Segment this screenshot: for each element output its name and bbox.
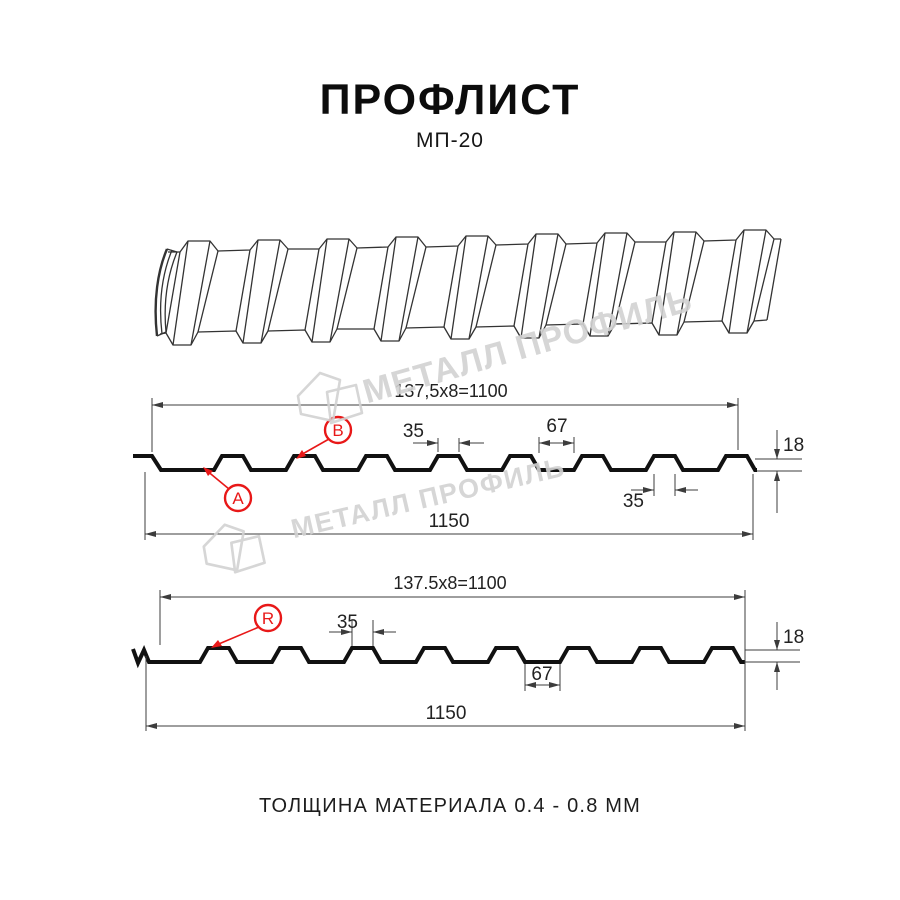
callout-label-a-value: A <box>232 489 244 508</box>
dim-overall-1 <box>144 472 754 540</box>
profile-outline-2 <box>131 645 745 669</box>
dim-rib-bottom-1-value: 35 <box>623 491 644 512</box>
dim-rib-top-1-value: 35 <box>403 421 424 442</box>
dim-height-1-value: 18 <box>783 435 804 456</box>
callout-label-b: B <box>296 415 353 459</box>
sheet-3d-left-end <box>154 248 178 337</box>
dim-valley-2-value: 67 <box>531 664 552 685</box>
dim-overall-2 <box>145 656 745 731</box>
dim-pitch-1 <box>151 398 739 452</box>
cross-section-1: 137,5x8=1100 35 67 <box>133 381 804 540</box>
callout-label-b-value: B <box>332 421 343 440</box>
dim-valley-1-value: 67 <box>546 416 567 437</box>
dim-rib-bottom-1 <box>631 474 698 496</box>
dim-pitch-2 <box>159 590 746 731</box>
callout-label-a: A <box>203 467 253 513</box>
dim-overall-2-value: 1150 <box>426 703 467 724</box>
callout-label-r-value: R <box>262 609 274 628</box>
callout-label-r: R <box>211 603 283 648</box>
dim-rib-top-2-value: 35 <box>337 612 358 633</box>
dim-pitch-1-value: 137,5x8=1100 <box>394 381 507 401</box>
page-title: ПРОФЛИСТ <box>319 76 581 124</box>
dim-height-2-value: 18 <box>783 627 804 648</box>
profile-model-label: МП-20 <box>416 129 484 152</box>
material-thickness-note: ТОЛЩИНА МАТЕРИАЛА 0.4 - 0.8 ММ <box>258 795 641 817</box>
sheet-3d-rib-lines <box>165 229 775 346</box>
dim-rib-top-1 <box>413 438 484 452</box>
sheet-3d-view <box>154 229 782 346</box>
profile-outline-1 <box>133 454 757 472</box>
dim-height-2 <box>745 622 800 690</box>
cross-section-2: 137.5x8=1100 35 67 <box>131 573 804 731</box>
sheet-3d-right-edge <box>766 238 782 321</box>
sheet-3d-top-edge <box>168 229 781 253</box>
dim-valley-2 <box>524 664 561 691</box>
dim-rib-top-2 <box>329 620 396 646</box>
dim-overall-1-value: 1150 <box>429 511 470 532</box>
dim-height-1 <box>755 430 802 513</box>
sheet-3d-bottom-edge <box>159 319 768 346</box>
dim-pitch-2-value: 137.5x8=1100 <box>393 573 506 593</box>
dim-valley-1 <box>538 437 575 453</box>
